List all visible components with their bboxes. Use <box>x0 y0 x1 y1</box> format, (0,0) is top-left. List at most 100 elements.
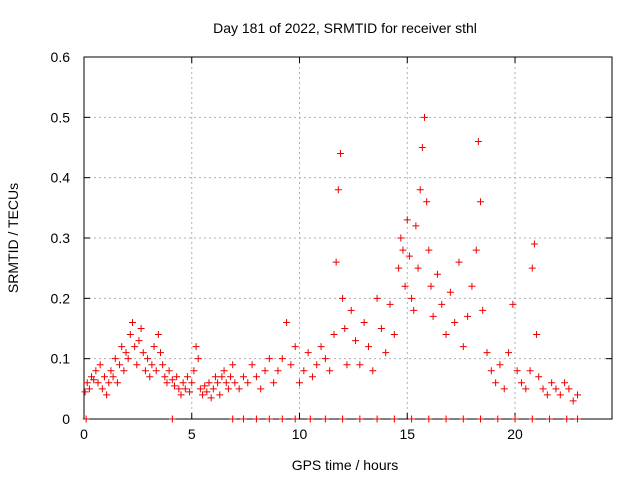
data-point <box>414 264 422 272</box>
data-point <box>128 318 136 326</box>
data-point <box>423 198 431 206</box>
data-point <box>205 379 213 387</box>
data-point <box>214 379 222 387</box>
data-point <box>569 397 577 405</box>
data-point <box>165 367 173 375</box>
data-point <box>330 331 338 339</box>
data-point <box>146 373 154 381</box>
data-point <box>252 373 260 381</box>
data-point <box>92 367 100 375</box>
data-point <box>479 306 487 314</box>
data-point <box>139 349 147 357</box>
y-tick-label: 0.2 <box>51 290 71 306</box>
data-point <box>135 337 143 345</box>
data-point <box>81 388 89 396</box>
data-point <box>161 373 169 381</box>
y-tick-label: 0.1 <box>51 351 71 367</box>
data-point <box>211 373 219 381</box>
data-point <box>528 264 536 272</box>
data-point <box>304 349 312 357</box>
data-point <box>543 391 551 399</box>
data-point <box>308 373 316 381</box>
data-point <box>416 186 424 194</box>
data-point <box>438 300 446 308</box>
data-point <box>373 415 381 423</box>
data-point <box>546 415 554 423</box>
data-point <box>528 415 536 423</box>
data-point <box>188 379 196 387</box>
data-point <box>321 355 329 363</box>
data-point <box>565 385 573 393</box>
data-point <box>122 349 130 357</box>
data-point <box>313 361 321 369</box>
data-point <box>429 312 437 320</box>
data-point <box>194 355 202 363</box>
chart-title: Day 181 of 2022, SRMTID for receiver sth… <box>213 20 477 36</box>
data-point <box>113 379 121 387</box>
data-point <box>360 318 368 326</box>
data-point <box>261 367 269 375</box>
data-point <box>339 294 347 302</box>
data-point <box>287 361 295 369</box>
data-point <box>517 379 525 387</box>
data-point <box>427 282 435 290</box>
grid-lines <box>84 57 612 419</box>
data-point <box>574 415 582 423</box>
x-tick-label: 5 <box>188 426 196 442</box>
data-point <box>352 337 360 345</box>
data-point <box>239 373 247 381</box>
data-point <box>321 415 329 423</box>
data-point <box>103 391 111 399</box>
data-point <box>317 343 325 351</box>
data-point <box>159 361 167 369</box>
data-point <box>224 385 232 393</box>
data-point <box>412 222 420 230</box>
data-point <box>209 385 217 393</box>
data-point <box>513 367 521 375</box>
data-point <box>270 379 278 387</box>
data-point <box>252 415 260 423</box>
data-point <box>494 415 502 423</box>
data-point <box>278 355 286 363</box>
x-tick-label: 15 <box>399 426 415 442</box>
data-point <box>105 379 113 387</box>
data-point <box>175 385 183 393</box>
data-point <box>382 349 390 357</box>
data-point <box>137 325 145 332</box>
data-point <box>126 331 134 339</box>
data-point <box>548 379 556 387</box>
data-point <box>291 343 299 351</box>
data-point <box>339 415 347 423</box>
data-point <box>192 343 200 351</box>
data-point <box>477 198 485 206</box>
y-tick-label: 0.3 <box>51 230 71 246</box>
data-point <box>183 373 191 381</box>
data-point <box>395 264 403 272</box>
data-point <box>530 240 538 248</box>
data-point <box>496 361 504 369</box>
data-point <box>556 391 564 399</box>
data-point <box>533 331 541 339</box>
data-point <box>410 306 418 314</box>
data-point <box>168 376 176 384</box>
data-point <box>487 367 495 375</box>
data-point <box>216 391 224 399</box>
data-point <box>306 415 314 423</box>
data-point <box>124 355 132 363</box>
data-point <box>278 415 286 423</box>
data-point <box>561 379 569 387</box>
data-point <box>248 361 256 369</box>
data-point <box>474 137 482 145</box>
data-point <box>222 379 230 387</box>
data-point <box>425 246 433 254</box>
data-point <box>468 282 476 290</box>
data-point <box>356 361 364 369</box>
y-tick-label: 0 <box>62 411 70 427</box>
data-point <box>418 144 426 151</box>
y-tick-label: 0.5 <box>51 109 71 125</box>
data-point <box>451 318 459 326</box>
data-point <box>257 385 265 393</box>
data-point <box>539 385 547 393</box>
data-point <box>421 113 429 121</box>
data-point <box>343 361 351 369</box>
